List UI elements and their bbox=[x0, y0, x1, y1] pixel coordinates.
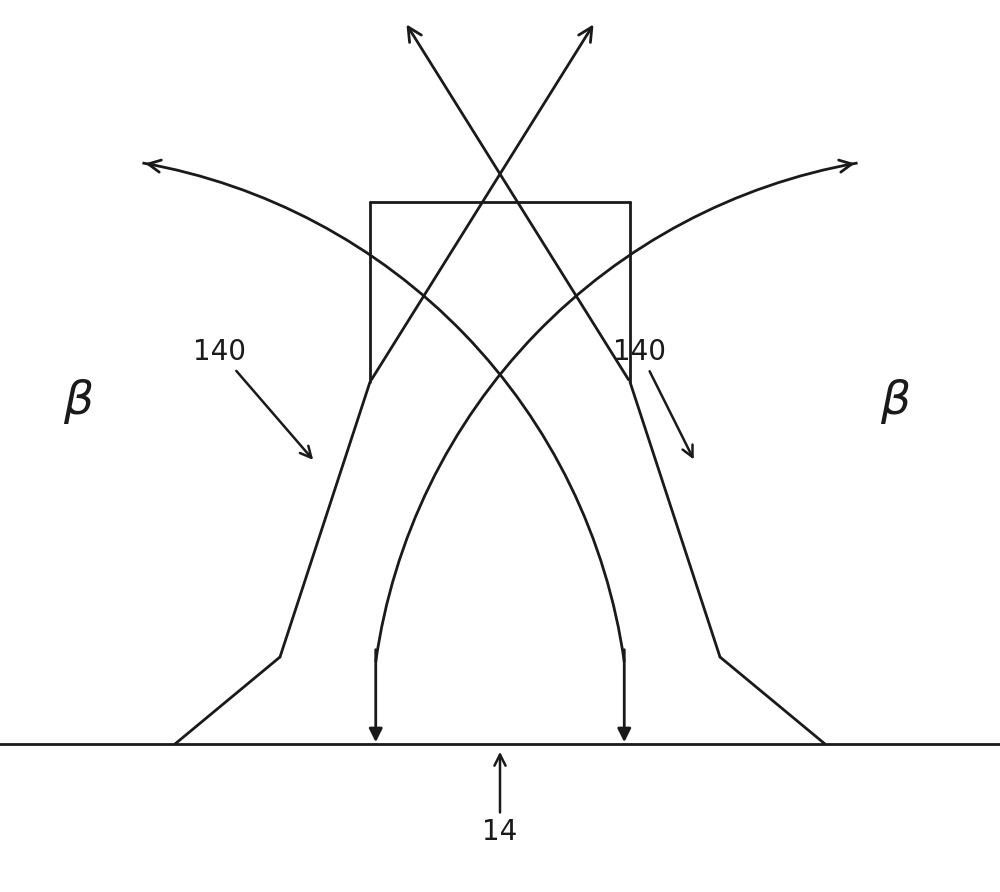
Text: $\beta$: $\beta$ bbox=[63, 377, 93, 426]
Text: $\beta$: $\beta$ bbox=[880, 377, 910, 426]
Text: 14: 14 bbox=[482, 755, 518, 846]
Text: 140: 140 bbox=[194, 338, 311, 458]
Text: 140: 140 bbox=[614, 338, 693, 457]
